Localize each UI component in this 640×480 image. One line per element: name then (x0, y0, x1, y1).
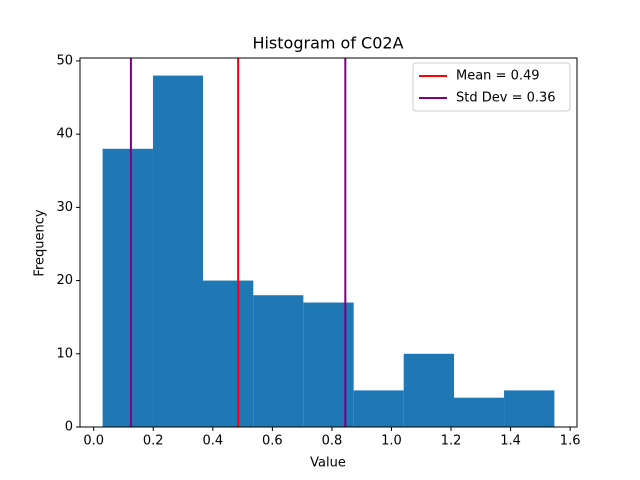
y-axis-label: Frequency (33, 209, 48, 276)
y-tick-label: 30 (56, 200, 73, 215)
x-tick-label: 1.0 (381, 434, 402, 449)
bar (403, 353, 455, 427)
x-axis-label: Value (310, 456, 346, 471)
y-tick-label: 40 (56, 127, 73, 142)
plot-frame (79, 57, 578, 428)
legend-box (412, 62, 571, 112)
x-tick-label: 0.2 (143, 434, 164, 449)
bar (353, 390, 404, 427)
x-tick-label: 1.2 (441, 434, 462, 449)
x-tick-label: 1.4 (500, 434, 521, 449)
bar (202, 280, 254, 427)
x-tick-label: 0.4 (202, 434, 223, 449)
x-tick-label: 0.8 (322, 434, 343, 449)
x-tick-label: 0.0 (83, 434, 104, 449)
legend-label: Std Dev = 0.36 (456, 91, 556, 106)
bar (454, 397, 505, 427)
bar (253, 295, 304, 427)
legend-label: Mean = 0.49 (456, 69, 540, 84)
chart-title: Histogram of C02A (252, 34, 403, 53)
y-tick-label: 0 (65, 420, 73, 435)
x-tick-label: 1.6 (560, 434, 581, 449)
bar (504, 390, 555, 427)
y-tick-label: 10 (56, 346, 73, 361)
x-tick-label: 0.6 (262, 434, 283, 449)
y-tick-label: 20 (56, 273, 73, 288)
y-tick-label: 50 (56, 53, 73, 68)
bar (102, 148, 153, 428)
bar (152, 75, 203, 428)
